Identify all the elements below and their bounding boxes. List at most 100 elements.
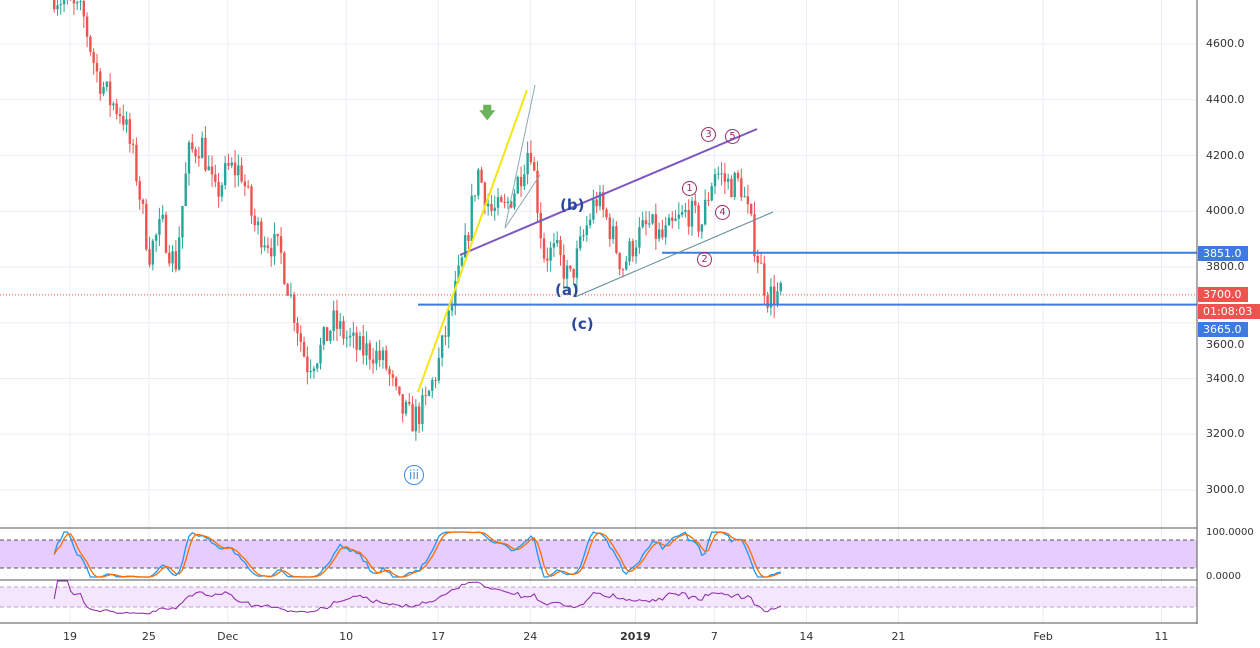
candle-body — [145, 203, 148, 250]
candle-body — [92, 51, 95, 63]
candle-body — [648, 223, 651, 225]
candle-body — [348, 335, 352, 338]
candle-body — [506, 201, 510, 203]
price-axis-label: 3800.0 — [1206, 260, 1245, 273]
candle-body — [184, 173, 187, 207]
candle-body — [269, 247, 273, 257]
candle-body — [684, 210, 687, 213]
candle-body — [256, 221, 260, 226]
candle-body — [312, 368, 316, 372]
candle-body — [769, 286, 773, 308]
candle-body — [72, 0, 76, 4]
candle-body — [697, 205, 700, 232]
candle-body — [115, 103, 118, 115]
candle-body — [602, 192, 605, 210]
candle-body — [79, 1, 82, 3]
candle-body — [322, 327, 325, 345]
candle-body — [763, 263, 766, 296]
candle-body — [112, 103, 115, 106]
candle-body — [470, 195, 473, 241]
candle-body — [210, 166, 214, 175]
candle-body — [207, 166, 210, 171]
candle-body — [319, 344, 322, 364]
date-axis-label: 2019 — [620, 630, 651, 643]
candle-body — [56, 5, 59, 10]
candle-body — [266, 245, 270, 248]
date-axis-label: 17 — [431, 630, 446, 643]
candle-body — [371, 359, 375, 364]
candle-body — [598, 192, 602, 207]
candle-body — [283, 252, 286, 284]
candle-body — [253, 215, 256, 226]
candle-body — [536, 170, 539, 213]
candle-body — [677, 214, 681, 219]
candle-body — [546, 258, 549, 261]
candle-body — [431, 379, 434, 391]
candle-body — [325, 327, 329, 341]
candle-body — [181, 206, 184, 238]
candle-body — [128, 119, 132, 144]
date-axis-label: 24 — [523, 630, 538, 643]
candle-body — [316, 363, 319, 369]
candle-body — [398, 386, 401, 395]
candle-body — [460, 257, 464, 266]
price-axis-label: 4600.0 — [1206, 37, 1245, 50]
candle-body — [440, 335, 444, 358]
candle-body — [411, 403, 414, 432]
date-axis-label: 10 — [339, 630, 354, 643]
candle-body — [733, 172, 736, 198]
candle-body — [394, 377, 398, 387]
wave-label-1: 1 — [682, 181, 697, 196]
candle-body — [565, 265, 569, 279]
candle-body — [634, 247, 638, 257]
price-axis-label: 3000.0 — [1206, 483, 1245, 496]
candle-body — [707, 199, 710, 201]
candle-body — [740, 178, 743, 198]
candle-body — [99, 71, 102, 94]
candle-body — [358, 336, 362, 350]
candle-body — [641, 220, 644, 228]
candle-body — [329, 330, 332, 341]
candle-body — [105, 81, 109, 87]
price-axis-label: 3400.0 — [1206, 371, 1245, 385]
candle-body — [332, 310, 335, 331]
stoch-d-line — [53, 531, 781, 578]
candle-body — [230, 162, 233, 166]
candle-body — [667, 217, 671, 226]
candle-body — [131, 143, 135, 145]
candle-body — [427, 390, 431, 396]
candle-body — [753, 214, 756, 257]
candle-body — [713, 174, 717, 187]
candle-body — [749, 204, 753, 215]
candle-body — [766, 295, 769, 308]
candle-body — [661, 229, 664, 238]
candle-body — [759, 262, 763, 264]
candle-body — [174, 251, 178, 270]
candle-body — [447, 310, 450, 337]
candle-body — [200, 137, 204, 159]
date-axis-label: Dec — [217, 630, 239, 643]
stoch-k-line — [53, 531, 781, 578]
candle-body — [516, 176, 519, 194]
date-axis-label: 11 — [1154, 630, 1169, 643]
candle-body — [477, 169, 480, 196]
candle-body — [378, 350, 381, 361]
price-axis-label: 4000.0 — [1206, 204, 1245, 218]
candle-body — [631, 241, 635, 257]
candle-body — [214, 174, 217, 182]
candle-body — [608, 217, 612, 239]
candle-body — [776, 291, 779, 306]
candle-body — [82, 1, 86, 17]
candle-body — [391, 374, 395, 378]
candle-body — [539, 212, 542, 239]
candle-body — [53, 0, 56, 10]
candle-body — [289, 294, 293, 296]
stoch-top-label: 100.0000 — [1206, 527, 1254, 538]
candle-body — [141, 199, 145, 204]
candle-body — [483, 182, 487, 207]
candle-body — [296, 322, 299, 334]
candle-body — [375, 350, 378, 364]
candle-body — [490, 203, 493, 211]
candle-body — [457, 265, 460, 281]
